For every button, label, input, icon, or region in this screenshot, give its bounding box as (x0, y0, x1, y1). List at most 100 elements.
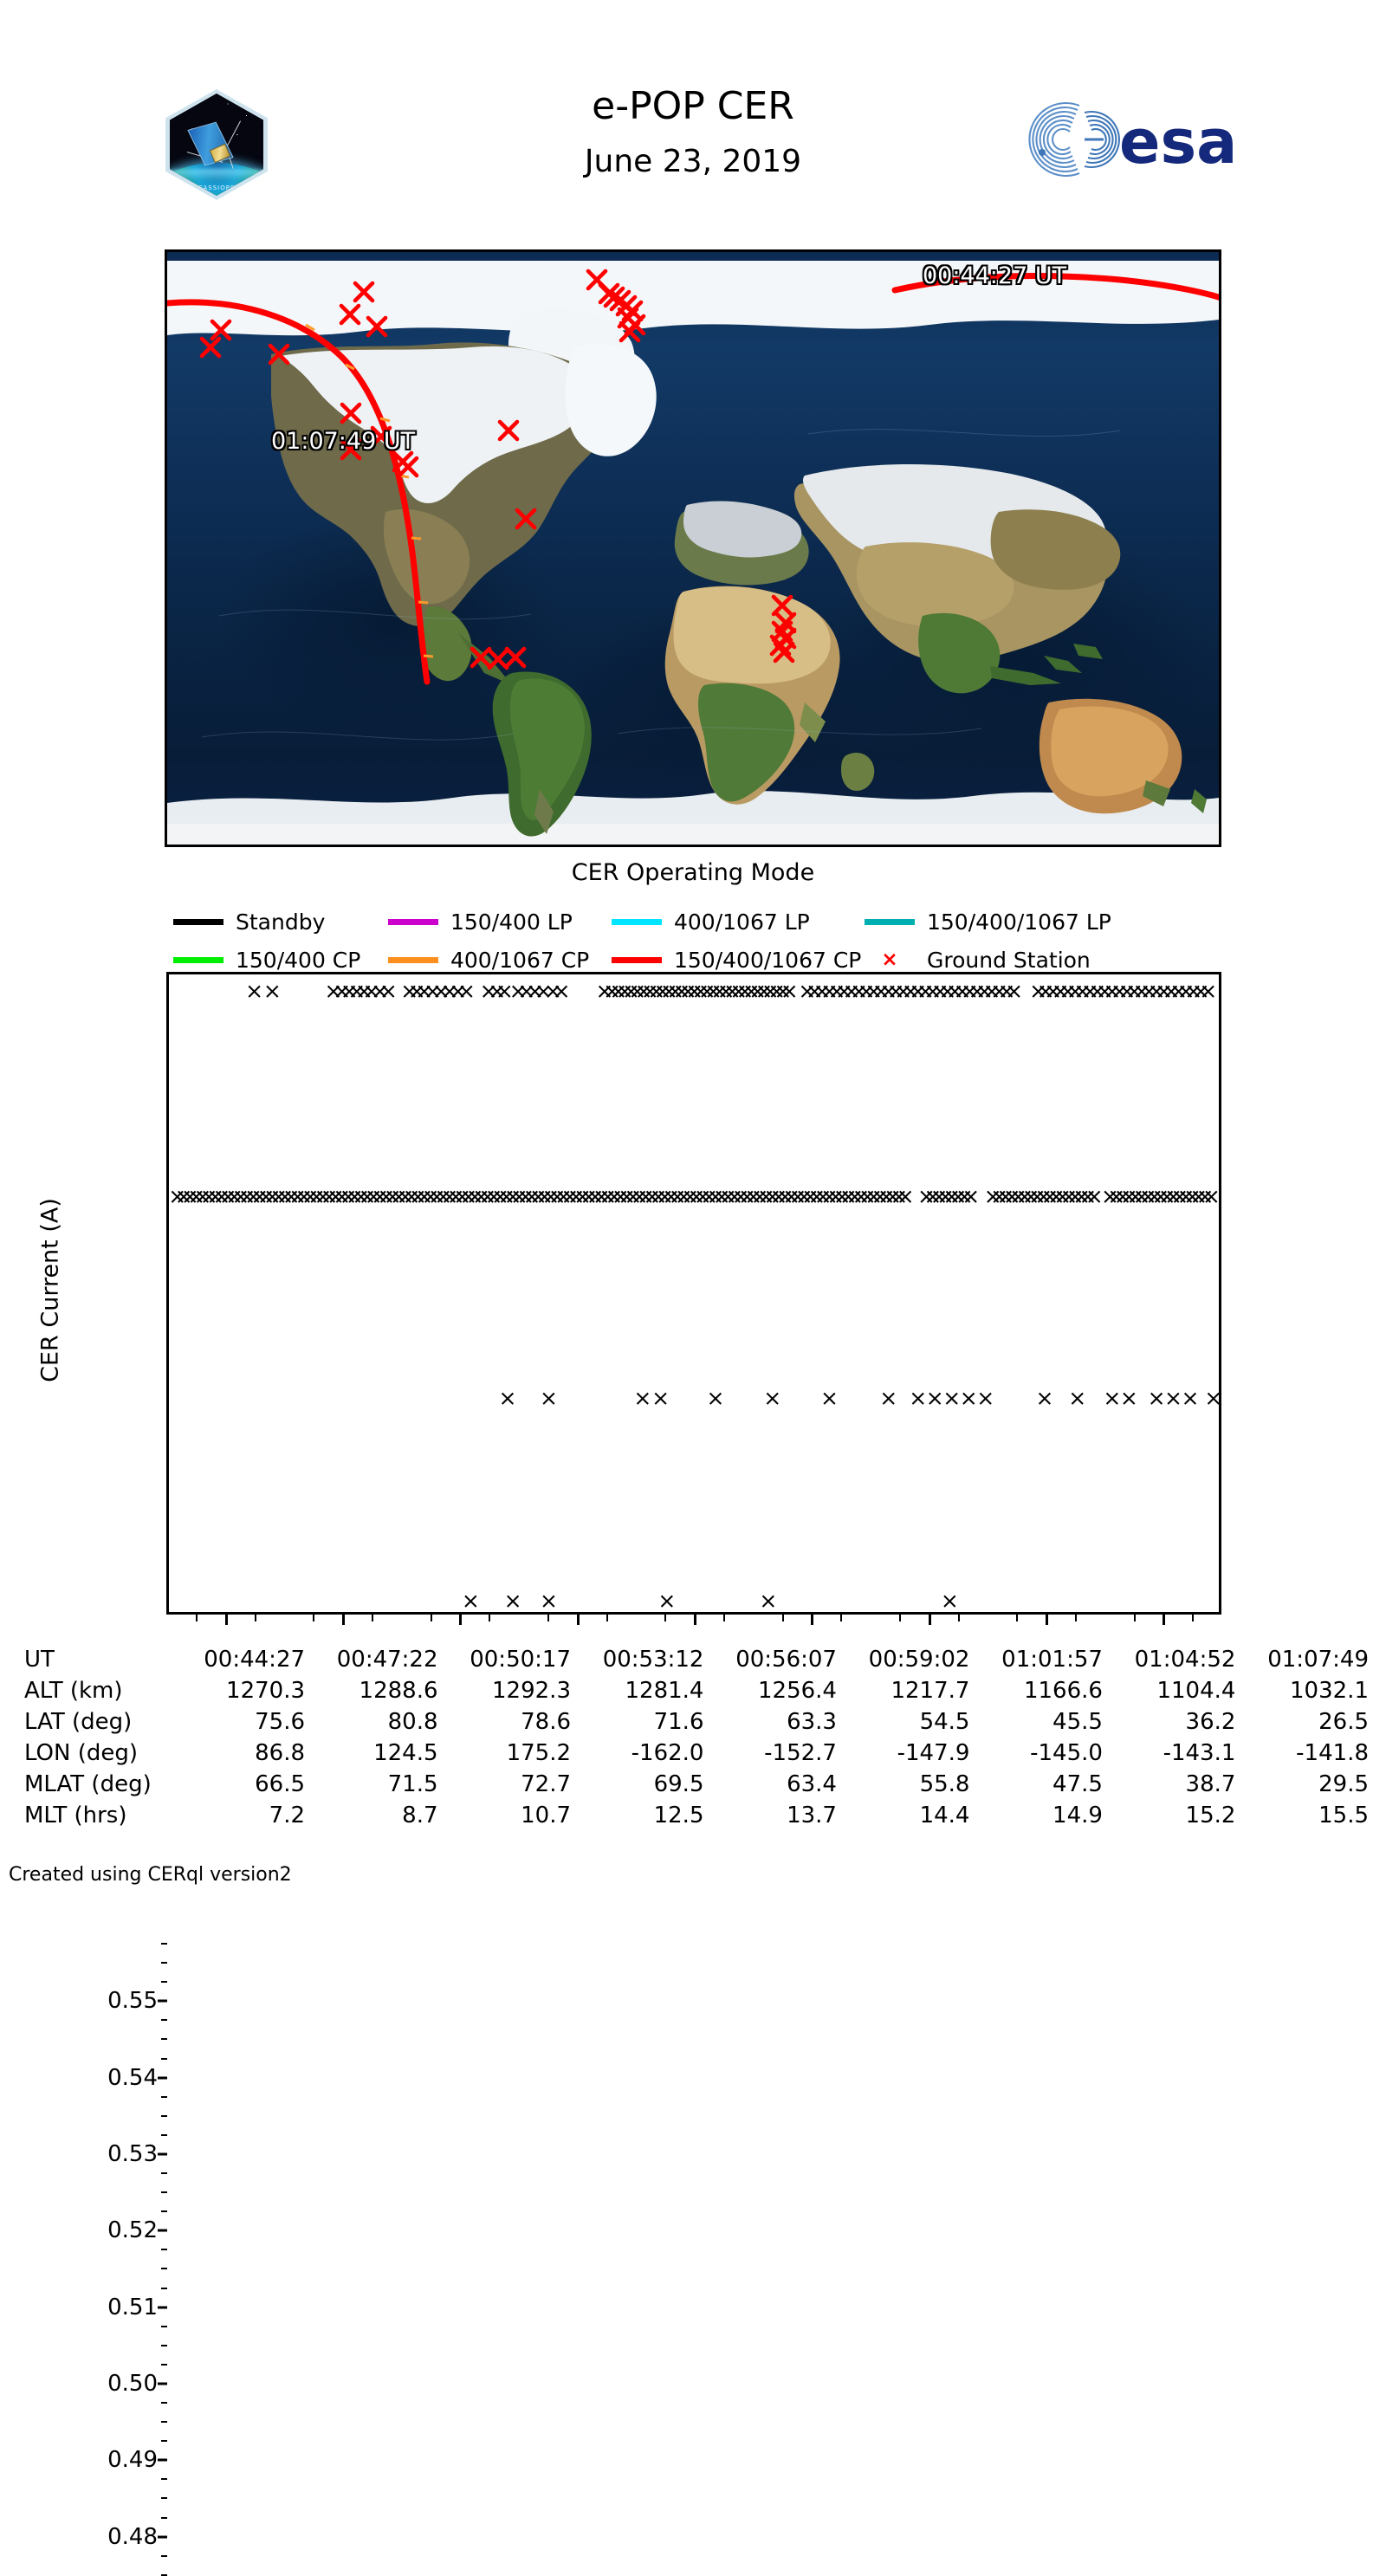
table-cell: 1032.1 (1290, 1678, 1369, 1704)
y-axis-tick (158, 1999, 167, 2003)
table-cell: -162.0 (631, 1740, 704, 1766)
legend-item-label: 150/400/1067 LP (927, 909, 1111, 935)
y-axis-minor-tick (161, 2095, 167, 2098)
table-cell: -145.0 (1030, 1740, 1103, 1766)
table-cell: 69.5 (653, 1771, 704, 1797)
ephemeris-table: UT 00:44:27 00:47:22 00:50:17 00:53:12 00:56:… (24, 1644, 1369, 1831)
cassiope-mission-patch-icon: CASSIOPE (165, 89, 268, 200)
legend-item-400-1067-lp[interactable]: 400/1067 LP (612, 909, 865, 935)
table-cell: 29.5 (1318, 1771, 1369, 1797)
plot-data-points (169, 974, 1219, 1612)
footer-credit: Created using CERql version2 (9, 1864, 292, 1886)
table-cell: 12.5 (653, 1803, 704, 1828)
world-map-panel[interactable] (165, 249, 1221, 847)
table-cell: 72.7 (521, 1771, 571, 1797)
y-axis-minor-tick (161, 2191, 167, 2194)
y-axis-minor-tick (161, 2038, 167, 2041)
table-cell: 71.5 (387, 1771, 438, 1797)
legend-item-label: 400/1067 LP (674, 909, 810, 935)
table-row: ALT (km) 1270.3 1288.6 1292.3 1281.4 1256.4 12… (24, 1675, 1369, 1706)
table-cell: 1270.3 (226, 1678, 306, 1704)
y-axis-minor-tick (161, 1981, 167, 1984)
y-axis-minor-tick (161, 2019, 167, 2022)
table-cell: 00:50:17 (470, 1647, 571, 1673)
y-axis-tick (158, 2306, 167, 2309)
y-axis-tick (158, 2535, 167, 2539)
table-cell: 8.7 (402, 1803, 438, 1828)
y-axis-minor-tick (161, 2057, 167, 2060)
ground-station-markers (199, 269, 797, 670)
esa-wordmark: esa (1119, 107, 1237, 178)
x-axis-minor-tick (576, 1615, 579, 1621)
y-axis-tick (158, 2229, 167, 2232)
x-axis-minor-tick (313, 1615, 315, 1621)
table-cell: 26.5 (1318, 1709, 1369, 1735)
table-cell: 78.6 (521, 1709, 571, 1735)
table-cell: 7.2 (269, 1803, 306, 1828)
table-cell: 1166.6 (1023, 1678, 1103, 1704)
table-cell: 45.5 (1052, 1709, 1103, 1735)
table-row: LAT (deg) 75.6 80.8 78.6 71.6 63.3 54.5 45.5 36.… (24, 1706, 1369, 1738)
legend-item-150-400-cp[interactable]: 150/400 CP (173, 948, 388, 973)
y-axis-minor-tick (161, 2402, 167, 2404)
y-axis-tick-label: 0.55 (107, 1988, 158, 2015)
legend-item-400-1067-cp[interactable]: 400/1067 CP (388, 948, 612, 973)
plot-axes-frame[interactable] (166, 972, 1221, 1615)
legend-item-150-400-1067-cp[interactable]: 150/400/1067 CP (612, 948, 865, 973)
table-cell: 14.4 (919, 1803, 970, 1828)
table-cell: -141.8 (1296, 1740, 1369, 1766)
y-axis-minor-tick (161, 2497, 167, 2500)
legend-item-ground-station[interactable]: × Ground Station (865, 947, 1091, 973)
y-axis-tick-label: 0.54 (107, 2064, 158, 2091)
legend-item-standby[interactable]: Standby (173, 909, 388, 935)
legend-item-label: Ground Station (927, 947, 1091, 973)
table-row: MLT (hrs) 7.2 8.7 10.7 12.5 13.7 14.4 14.9 15.2 1… (24, 1800, 1369, 1831)
y-axis-tick-label: 0.52 (107, 2217, 158, 2244)
legend-row: Standby 150/400 LP 400/1067 LP 150/400/1… (173, 903, 1230, 941)
x-axis-minor-tick (371, 1615, 373, 1621)
y-axis-minor-tick (161, 2421, 167, 2424)
x-axis-minor-tick (1133, 1615, 1136, 1621)
table-cell: 01:04:52 (1134, 1647, 1236, 1673)
page-header: CASSIOPE e-POP CER June 23, 2019 (0, 0, 1386, 200)
table-cell: 54.5 (919, 1709, 970, 1735)
table-cell: 1281.4 (625, 1678, 704, 1704)
y-axis-minor-tick (161, 2516, 167, 2519)
y-axis-tick-label: 0.48 (107, 2523, 158, 2550)
table-cell: 1288.6 (359, 1678, 438, 1704)
map-ut-label-start: 00:44:27 UT (923, 262, 1067, 289)
table-cell: 1292.3 (492, 1678, 571, 1704)
legend-item-150-400-lp[interactable]: 150/400 LP (388, 909, 612, 935)
x-axis-minor-tick (1046, 1615, 1047, 1621)
ground-station-marker-icon: × (881, 948, 898, 971)
table-cell: 86.8 (255, 1740, 306, 1766)
y-axis-minor-tick (161, 2114, 167, 2117)
table-cell: 66.5 (255, 1771, 306, 1797)
legend-color-swatch (612, 918, 662, 925)
table-cell: 15.2 (1185, 1803, 1236, 1828)
table-row-label: MLT (hrs) (24, 1803, 127, 1828)
table-cell: -147.9 (897, 1740, 970, 1766)
table-cell: 00:44:27 (204, 1647, 306, 1673)
x-axis-minor-tick (1074, 1615, 1077, 1621)
x-axis-minor-tick (1016, 1615, 1019, 1621)
table-cell: 124.5 (373, 1740, 438, 1766)
x-axis-minor-tick (342, 1615, 344, 1621)
y-axis-minor-tick (161, 2344, 167, 2346)
map-ut-label-end: 01:07:49 UT (271, 428, 416, 455)
y-axis-minor-tick (161, 2287, 167, 2289)
table-cell: 00:59:02 (868, 1647, 970, 1673)
page-title: e-POP CER (592, 84, 794, 128)
y-axis-minor-tick (161, 2573, 167, 2576)
patch-mission-name: CASSIOPE (198, 184, 236, 191)
table-row-label: UT (24, 1647, 55, 1673)
legend-item-150-400-1067-lp[interactable]: 150/400/1067 LP (865, 909, 1111, 935)
table-cell: 175.2 (506, 1740, 571, 1766)
table-cell: 10.7 (521, 1803, 571, 1828)
x-axis-minor-tick (224, 1615, 227, 1621)
table-cell: 01:01:57 (1001, 1647, 1103, 1673)
legend-color-swatch (612, 956, 662, 963)
table-row-label: ALT (km) (24, 1678, 123, 1704)
operating-mode-legend: Standby 150/400 LP 400/1067 LP 150/400/1… (173, 903, 1230, 979)
y-axis-minor-tick (161, 2268, 167, 2270)
